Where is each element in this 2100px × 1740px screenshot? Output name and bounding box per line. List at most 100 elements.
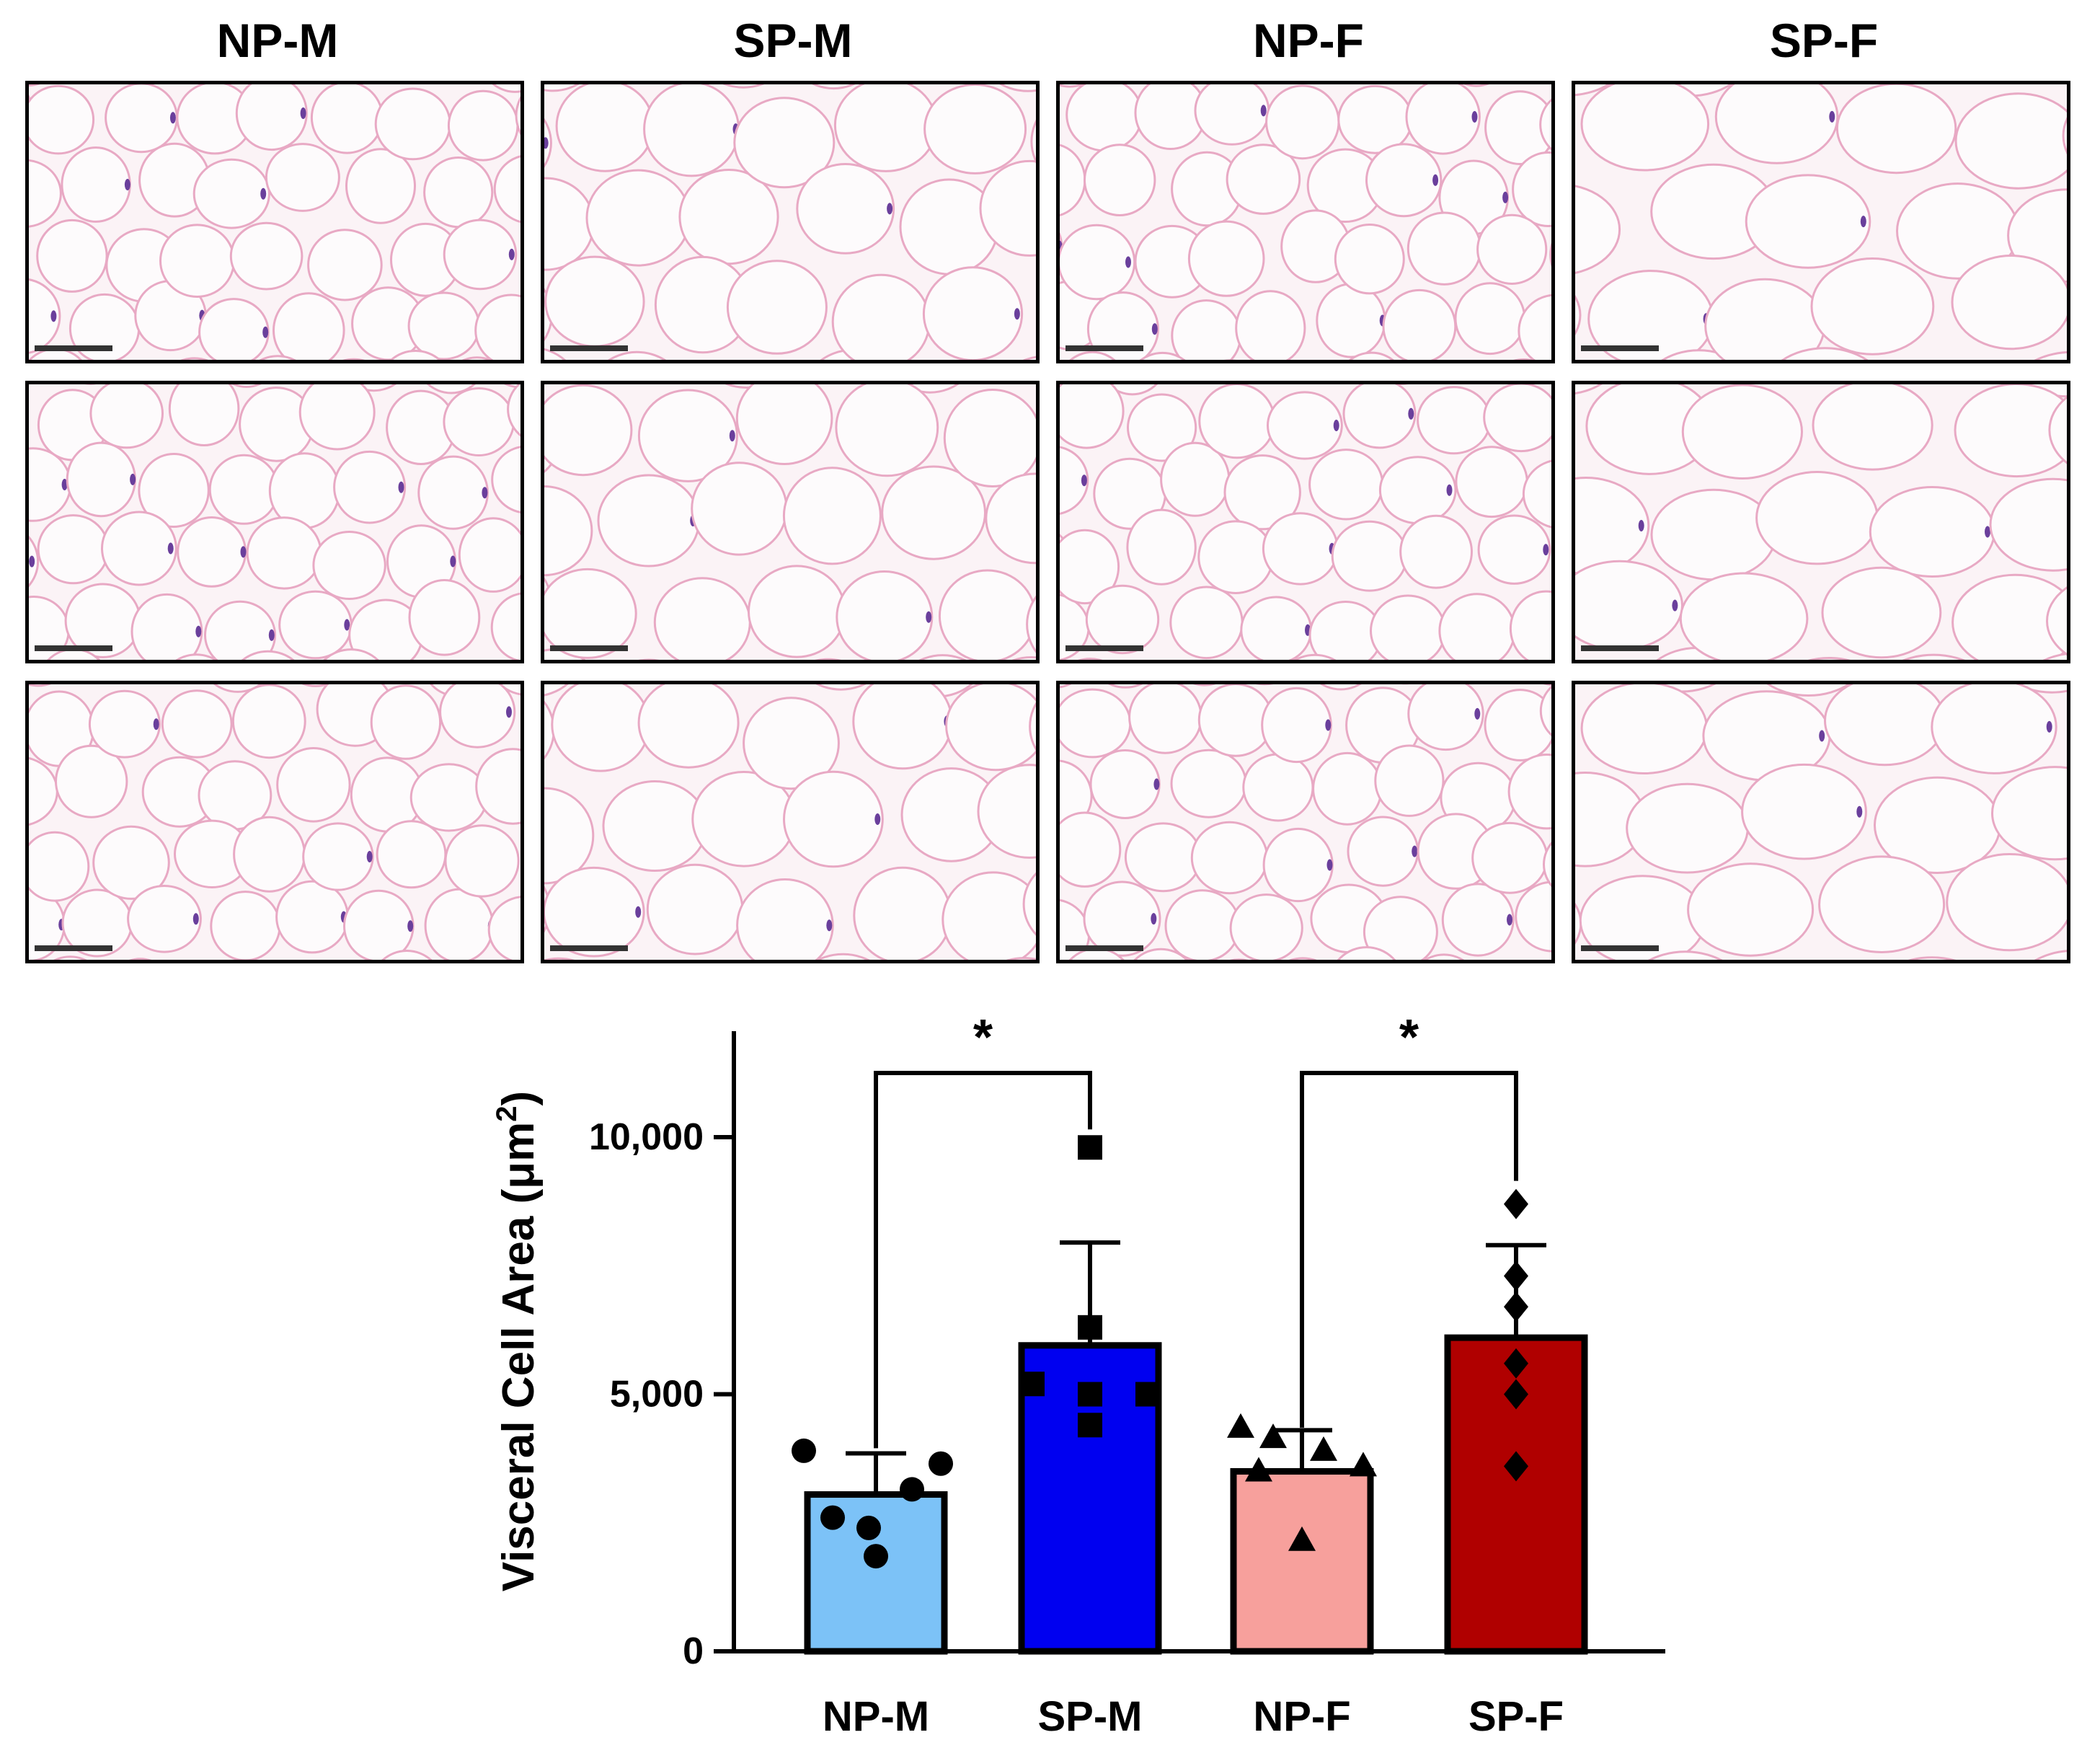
adipocyte xyxy=(544,866,645,958)
adipocyte xyxy=(815,684,867,691)
adipocyte xyxy=(1908,956,1957,960)
column-header-sp-m: SP-M xyxy=(733,14,853,67)
adipocyte xyxy=(544,84,580,92)
adipocyte xyxy=(259,355,296,360)
adipocyte xyxy=(1331,520,1408,592)
adipocyte xyxy=(1060,529,1120,605)
adipocyte xyxy=(1580,84,1710,172)
adipocyte xyxy=(210,891,281,960)
adipocyte xyxy=(1951,255,2067,350)
adipocyte xyxy=(748,565,846,658)
bar-chart: 0 5,000 10,000 Visceral Cell Area (μm2) NP-M… xyxy=(491,1009,1665,1740)
x-tick-label: NP-M xyxy=(823,1693,929,1740)
adipocyte xyxy=(1807,657,1851,660)
adipocyte xyxy=(1626,782,1749,874)
data-point xyxy=(1504,1451,1528,1482)
adipocyte xyxy=(53,955,87,960)
adipocyte xyxy=(1060,688,1132,759)
adipocyte xyxy=(1086,291,1159,360)
x-tick-label: SP-M xyxy=(1038,1693,1143,1740)
adipocyte xyxy=(231,384,262,388)
adipocyte xyxy=(1194,84,1270,146)
adipocyte xyxy=(302,822,374,891)
data-point xyxy=(1504,1379,1528,1410)
adipocyte xyxy=(544,684,569,697)
micrograph-np-f-1 xyxy=(1056,81,1555,363)
adipocyte xyxy=(233,816,306,893)
nucleus xyxy=(268,629,275,641)
adipocyte xyxy=(1065,84,1143,152)
adipocyte xyxy=(853,866,952,960)
adipocyte xyxy=(1580,684,1708,774)
nucleus xyxy=(1333,420,1339,431)
adipocyte xyxy=(275,880,349,954)
data-point xyxy=(1078,1135,1102,1160)
adipocyte xyxy=(1293,653,1337,660)
adipocyte xyxy=(1365,143,1443,218)
adipocyte xyxy=(1869,486,1995,578)
adipocyte xyxy=(544,348,567,360)
adipocyte xyxy=(597,474,701,568)
adipocyte xyxy=(602,780,708,872)
adipocyte xyxy=(475,748,520,825)
scale-bar xyxy=(1065,645,1143,651)
adipocyte xyxy=(1164,889,1241,960)
adipocyte xyxy=(2034,350,2067,360)
adipocyte xyxy=(782,467,882,565)
adipocyte xyxy=(646,863,744,955)
adipocyte xyxy=(1242,753,1314,822)
adipocyte xyxy=(835,384,939,477)
adipocyte xyxy=(1107,684,1143,689)
adipocyte xyxy=(246,516,322,590)
adipocyte xyxy=(1030,119,1036,164)
adipocyte xyxy=(301,684,330,687)
adipocyte xyxy=(1406,211,1482,286)
adipocyte xyxy=(1265,84,1340,160)
adipocyte xyxy=(836,570,934,660)
data-point xyxy=(900,1477,924,1502)
adipocyte xyxy=(1288,957,1317,960)
scale-bar xyxy=(550,345,628,351)
adipocyte xyxy=(127,885,202,953)
adipocyte xyxy=(831,273,931,360)
adipocyte xyxy=(1060,84,1086,88)
adipocyte xyxy=(1477,514,1551,585)
adipocyte xyxy=(159,224,235,298)
adipocyte xyxy=(1085,584,1160,655)
adipocyte xyxy=(2046,586,2067,656)
y-tick-label: 5,000 xyxy=(610,1374,704,1416)
adipocyte xyxy=(1192,684,1216,686)
adipocyte xyxy=(544,485,593,577)
adipocyte xyxy=(1902,653,1966,660)
adipocyte xyxy=(66,441,136,518)
adipocyte xyxy=(923,84,1027,175)
adipocyte xyxy=(1347,816,1419,887)
nucleus xyxy=(1125,256,1131,268)
data-point xyxy=(1135,1382,1160,1407)
adipocyte xyxy=(29,84,41,87)
adipocyte xyxy=(1139,351,1186,360)
adipocyte xyxy=(1374,744,1445,817)
nucleus xyxy=(50,310,57,322)
adipocyte xyxy=(1261,686,1332,764)
nucleus xyxy=(1819,730,1825,742)
adipocyte xyxy=(1745,174,1871,269)
adipocyte xyxy=(1483,384,1551,453)
adipocyte xyxy=(544,787,595,885)
adipocyte xyxy=(1262,827,1334,903)
adipocyte xyxy=(1026,595,1036,653)
scale-bar xyxy=(1581,945,1659,951)
adipocyte xyxy=(408,579,481,656)
data-point xyxy=(1504,1188,1528,1219)
adipocyte xyxy=(1133,948,1189,960)
adipocyte xyxy=(1818,855,1946,954)
adipocyte xyxy=(815,953,870,960)
adipocyte xyxy=(1022,355,1036,360)
nucleus xyxy=(1856,805,1863,818)
adipocyte xyxy=(1029,702,1036,751)
scale-bar xyxy=(1065,945,1143,951)
adipocyte xyxy=(487,896,520,960)
adipocyte xyxy=(1575,295,1582,335)
adipocyte xyxy=(1226,143,1301,215)
adipocyte xyxy=(1060,811,1122,888)
